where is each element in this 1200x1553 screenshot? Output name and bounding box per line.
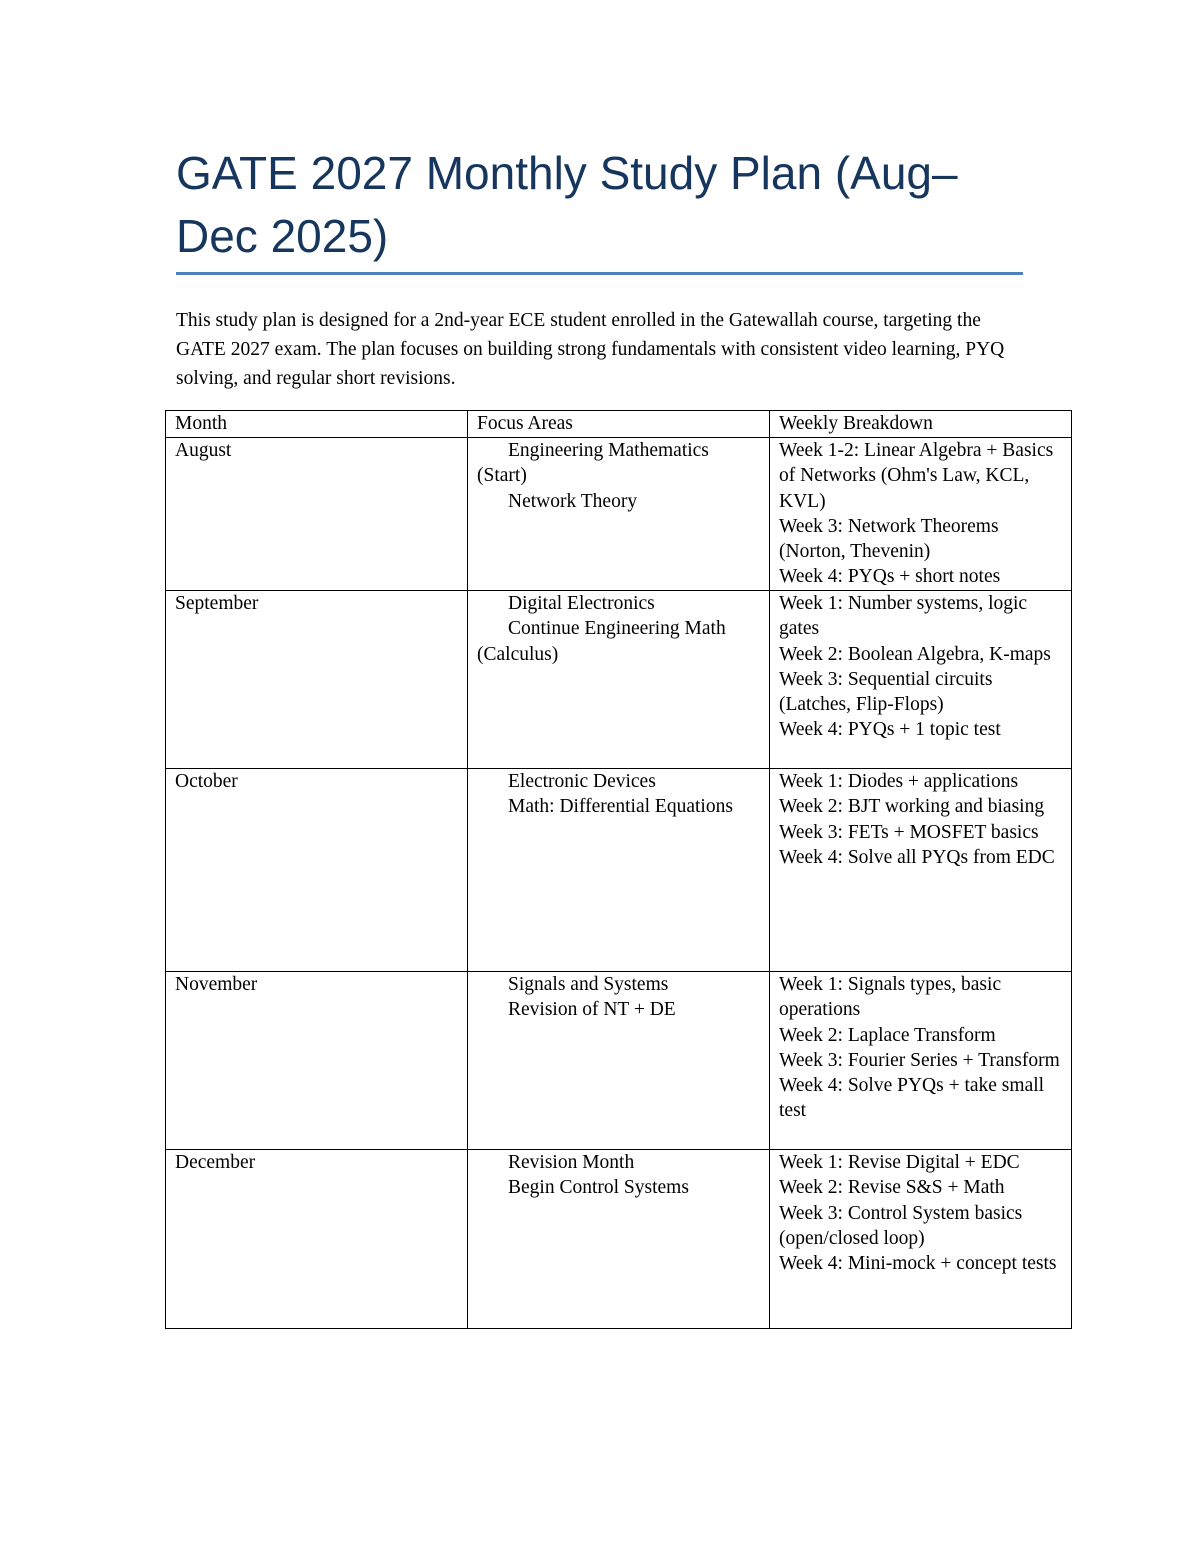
month-cell: October: [165, 768, 468, 972]
table-row: November Signals and Systems Revision of N…: [165, 971, 1072, 1150]
title-underline: [176, 272, 1023, 275]
week-item: Week 4: Solve all PYQs from EDC: [779, 846, 1055, 868]
week-item: Week 1: Number systems, logic gates: [779, 593, 1028, 640]
week-item: Week 1-2: Linear Algebra + Basics of Net…: [779, 440, 1054, 512]
week-item: Week 4: Solve PYQs + take small test: [779, 1075, 1045, 1122]
focus-area-item: Signals and Systems: [508, 974, 669, 995]
weekly-breakdown-cell: Week 1: Signals types, basic operations W…: [769, 971, 1072, 1150]
weekly-breakdown-cell: Week 1: Number systems, logic gates Week …: [769, 590, 1072, 769]
focus-area-item: Revision Month: [508, 1152, 635, 1173]
study-plan-table: Month Focus Areas Weekly Breakdown Augus…: [165, 410, 1072, 1329]
week-item: Week 3: Control System basics (open/clos…: [779, 1202, 1023, 1249]
focus-areas-cell: Electronic Devices Math: Differential Equ…: [467, 768, 770, 972]
table-row: October Electronic Devices Math: Different…: [165, 768, 1072, 972]
week-item: Week 1: Signals types, basic operations: [779, 974, 1002, 1021]
week-item: Week 1: Revise Digital + EDC: [779, 1152, 1020, 1173]
focus-area-item: Continue Engineering Math (Calculus): [477, 618, 726, 665]
month-cell: September: [165, 590, 468, 769]
week-item: Week 2: Revise S&S + Math: [779, 1177, 1005, 1199]
table-row: August Engineering Mathematics (Start) Net…: [165, 437, 1072, 591]
focus-area-item: Network Theory: [508, 490, 638, 512]
month-cell: December: [165, 1149, 468, 1329]
week-item: Week 2: Laplace Transform: [779, 1024, 996, 1046]
week-item: Week 1: Diodes + applications: [779, 771, 1019, 792]
focus-areas-cell: Revision Month Begin Control Systems: [467, 1149, 770, 1329]
week-item: Week 2: BJT working and biasing: [779, 796, 1045, 818]
focus-area-item: Begin Control Systems: [508, 1177, 689, 1199]
weekly-breakdown-cell: Week 1: Revise Digital + EDC Week 2: Revi…: [769, 1149, 1072, 1329]
week-item: Week 3: FETs + MOSFET basics: [779, 821, 1039, 843]
intro-paragraph: This study plan is designed for a 2nd-ye…: [176, 310, 1005, 389]
week-item: Week 3: Sequential circuits (Latches, Fl…: [779, 668, 993, 716]
focus-areas-cell: Digital Electronics Continue Engineering …: [467, 590, 770, 769]
header-weekly-breakdown: Weekly Breakdown: [769, 410, 1072, 438]
week-item: Week 3: Fourier Series + Transform: [779, 1049, 1060, 1071]
month-cell: August: [165, 437, 468, 591]
focus-area-item: Electronic Devices: [508, 771, 656, 792]
focus-area-item: Digital Electronics: [508, 593, 655, 614]
table-row: December Revision Month Begin Control Syst…: [165, 1149, 1072, 1329]
week-item: Week 4: PYQs + short notes: [779, 566, 1001, 588]
week-item: Week 4: Mini-mock + concept tests: [779, 1253, 1057, 1275]
focus-areas-cell: Signals and Systems Revision of NT + DE: [467, 971, 770, 1150]
focus-areas-cell: Engineering Mathematics (Start) Network T…: [467, 437, 770, 591]
month-cell: November: [165, 971, 468, 1150]
header-focus-areas: Focus Areas: [467, 410, 770, 438]
week-item: Week 4: PYQs + 1 topic test: [779, 719, 1001, 741]
table-row: September Digital Electronics Continue Eng…: [165, 590, 1072, 769]
document-title: GATE 2027 Monthly Study Plan (Aug–Dec 20…: [176, 147, 958, 262]
focus-area-item: Math: Differential Equations: [508, 796, 733, 818]
week-item: Week 3: Network Theorems (Norton, Theven…: [779, 515, 999, 563]
focus-area-item: Engineering Mathematics (Start): [477, 440, 709, 487]
focus-area-item: Revision of NT + DE: [508, 999, 676, 1021]
table-header-row: Month Focus Areas Weekly Breakdown: [165, 410, 1072, 438]
week-item: Week 2: Boolean Algebra, K-maps: [779, 643, 1051, 665]
header-month: Month: [165, 410, 468, 438]
weekly-breakdown-cell: Week 1-2: Linear Algebra + Basics of Net…: [769, 437, 1072, 591]
weekly-breakdown-cell: Week 1: Diodes + applications Week 2: BJT…: [769, 768, 1072, 972]
